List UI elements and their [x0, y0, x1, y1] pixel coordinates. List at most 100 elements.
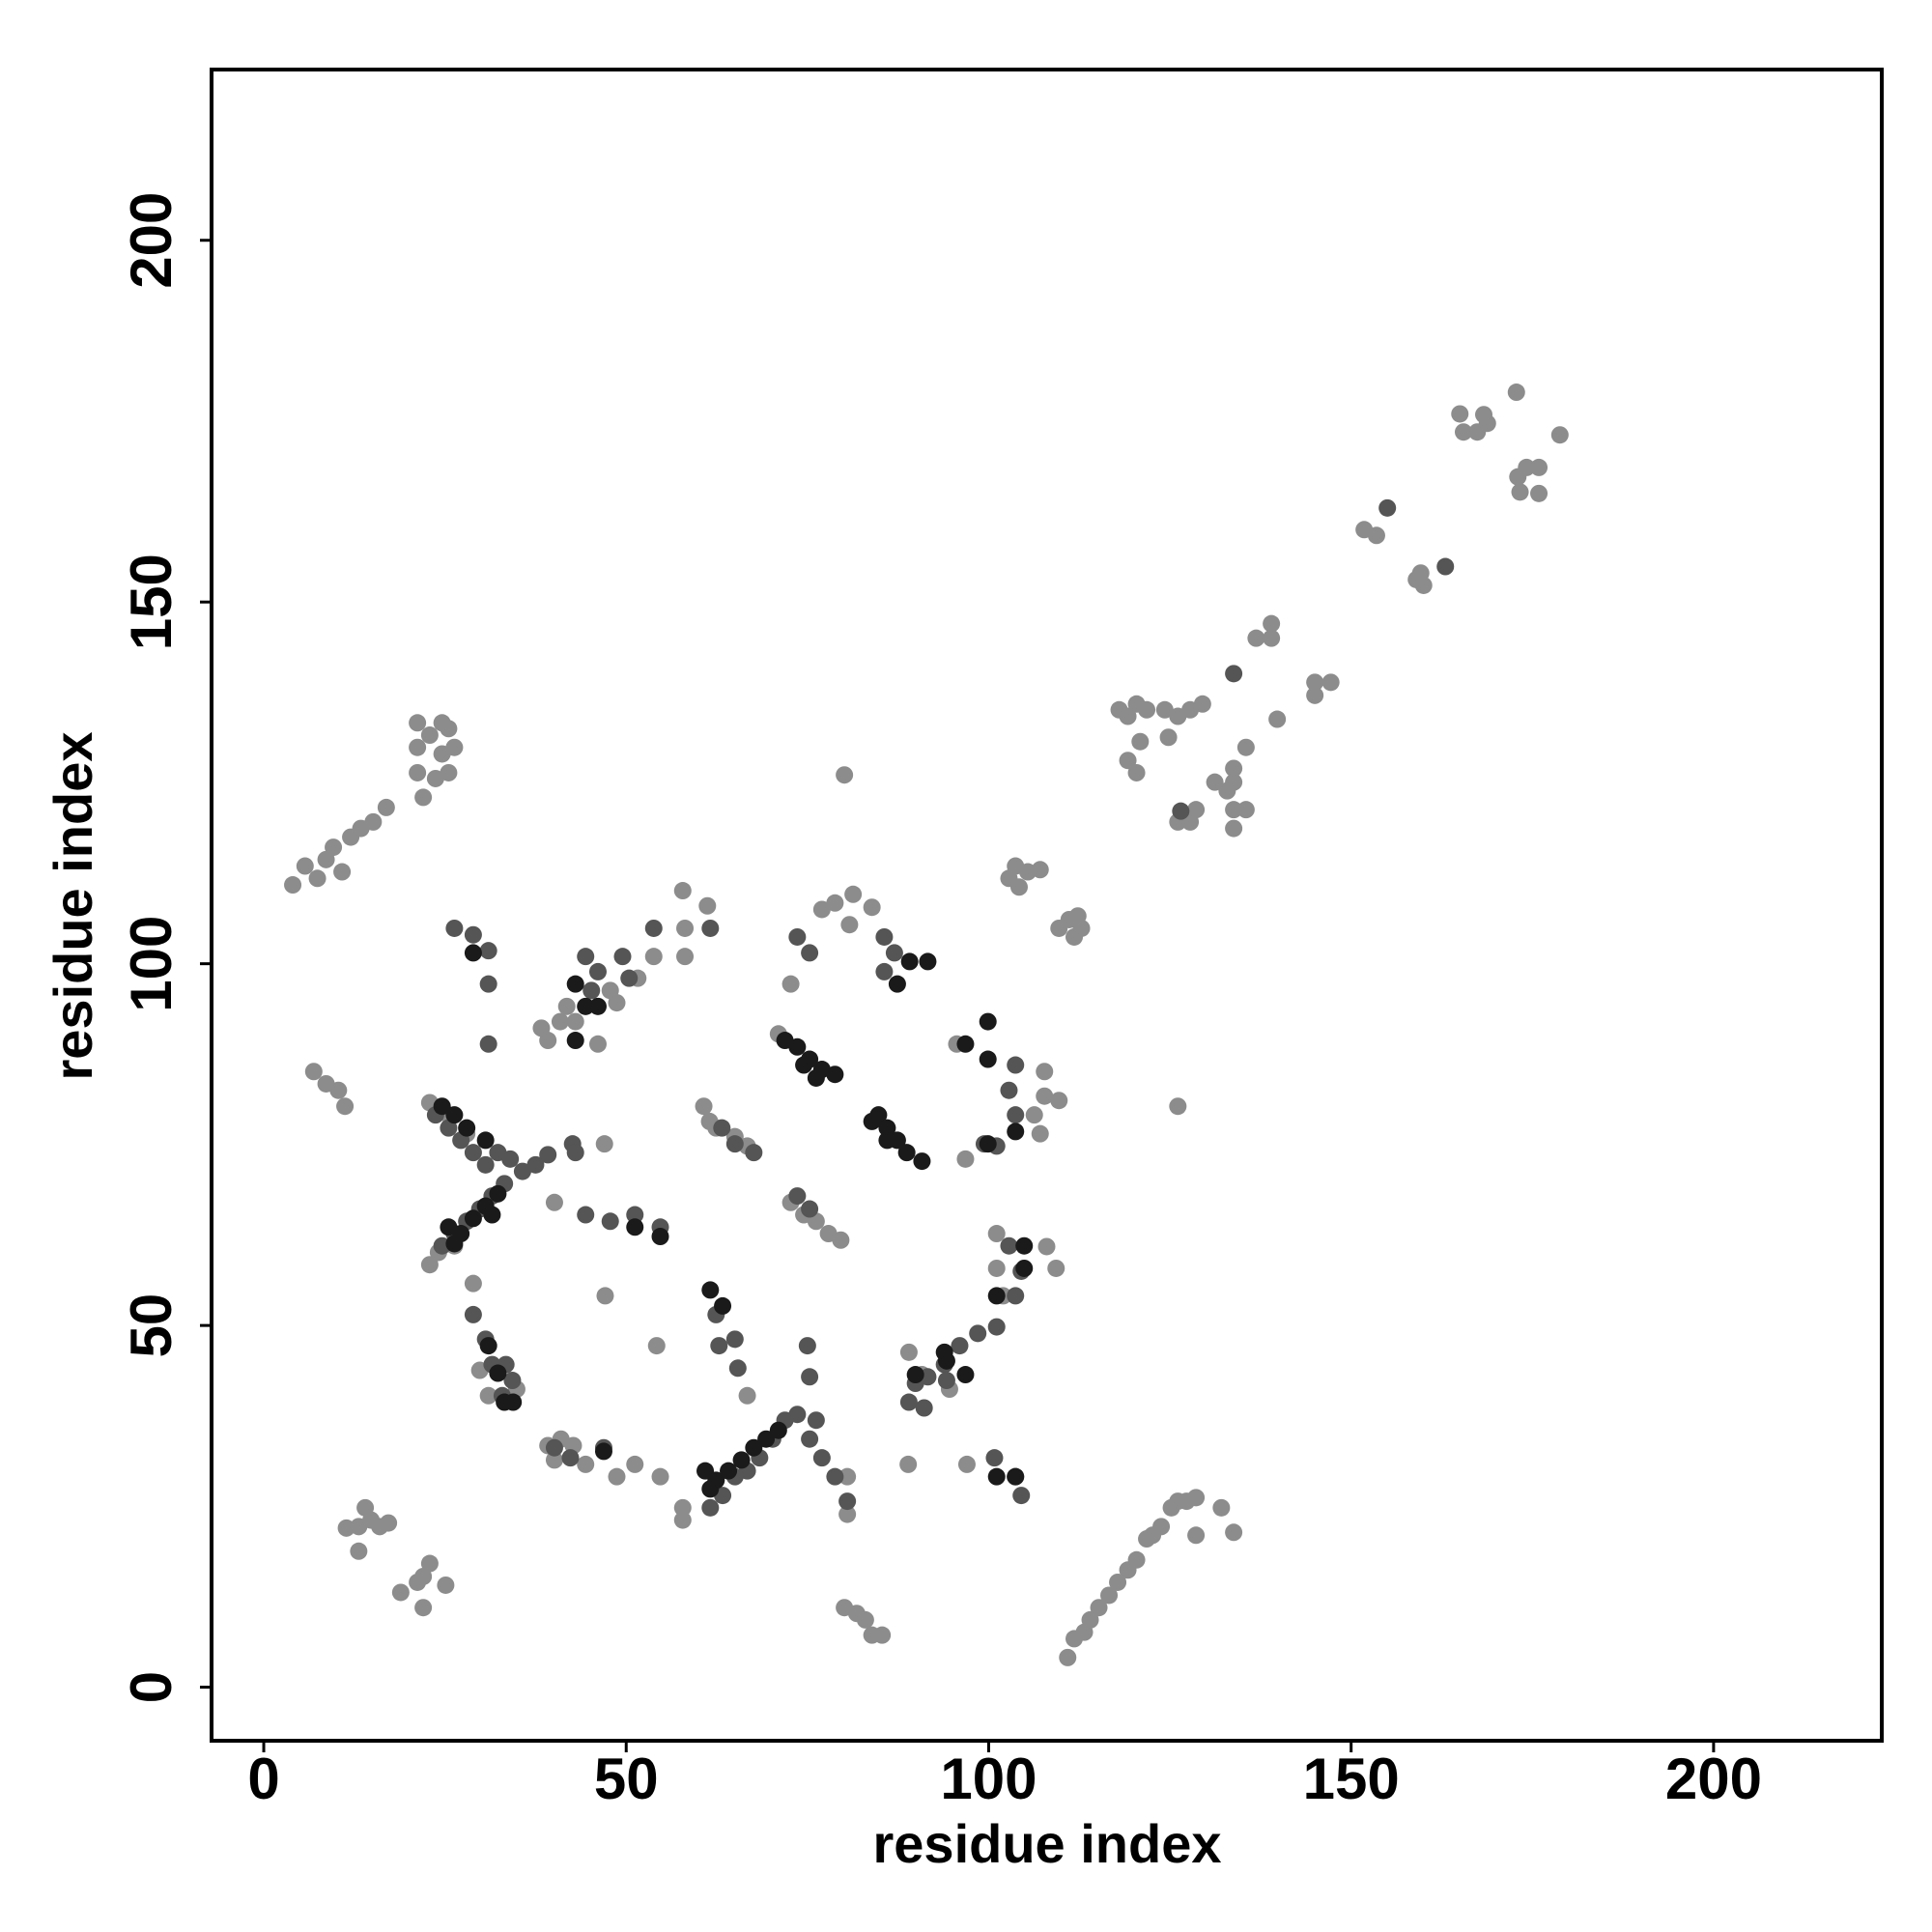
- contact-point: [738, 1386, 756, 1405]
- contact-point: [673, 1511, 692, 1529]
- contact-point: [539, 1032, 557, 1050]
- contact-point: [1378, 498, 1397, 517]
- contact-point: [539, 1146, 557, 1164]
- contact-point: [1036, 1063, 1054, 1081]
- y-tick-label: 50: [119, 1293, 184, 1358]
- contact-point: [1127, 1550, 1146, 1569]
- contact-point: [1236, 801, 1255, 819]
- contact-point: [476, 1131, 495, 1150]
- contact-point: [433, 1097, 451, 1116]
- contact-point: [1436, 557, 1455, 576]
- contact-point: [601, 1212, 619, 1231]
- contact-point: [1225, 801, 1243, 819]
- contact-point: [863, 1112, 881, 1130]
- contact-point: [915, 1399, 933, 1417]
- contact-point: [479, 975, 497, 993]
- contact-point: [856, 1610, 874, 1629]
- x-tick-label: 0: [247, 1747, 279, 1811]
- contact-point: [957, 1455, 976, 1473]
- contact-point: [1152, 1518, 1171, 1536]
- contact-point: [906, 1366, 924, 1384]
- contact-point: [1031, 1124, 1049, 1143]
- contact-point: [979, 1012, 997, 1031]
- contact-point: [1172, 802, 1190, 820]
- contact-point: [380, 1514, 398, 1532]
- contact-point: [588, 1035, 607, 1053]
- contact-point: [1511, 483, 1529, 501]
- x-axis-title: residue index: [872, 1813, 1221, 1874]
- contact-point: [545, 1438, 563, 1457]
- contact-point: [826, 1467, 844, 1486]
- contact-point: [1236, 738, 1255, 756]
- contact-point: [1109, 1573, 1127, 1591]
- contact-point: [1306, 673, 1324, 692]
- contact-point: [458, 1119, 476, 1137]
- contact-point: [464, 944, 482, 962]
- contact-point: [626, 1455, 644, 1473]
- contact-point: [1119, 707, 1137, 725]
- contact-point: [1007, 857, 1025, 875]
- contact-point: [1212, 1498, 1231, 1517]
- contact-point: [1081, 1610, 1099, 1629]
- plot-frame: [210, 68, 1884, 1743]
- contact-point: [812, 1449, 831, 1467]
- contact-point: [483, 1206, 501, 1224]
- contact-point: [596, 1287, 614, 1305]
- contact-point: [566, 1144, 584, 1162]
- contact-point: [725, 1135, 744, 1153]
- contact-point: [476, 1155, 495, 1174]
- contact-point: [832, 1231, 850, 1249]
- contact-point: [440, 763, 458, 781]
- contact-point: [801, 1200, 819, 1218]
- contact-point: [426, 769, 444, 787]
- contact-point: [1550, 426, 1569, 444]
- contact-point: [838, 1467, 857, 1486]
- contact-point: [1187, 801, 1206, 819]
- contact-point: [878, 1119, 896, 1137]
- contact-point: [420, 1256, 439, 1274]
- contact-point: [707, 1471, 725, 1490]
- contact-point: [673, 1498, 692, 1517]
- x-tick-label: 50: [594, 1747, 659, 1811]
- y-tick-label: 100: [119, 916, 184, 1012]
- contact-point: [651, 1228, 669, 1246]
- contact-point: [1138, 700, 1156, 719]
- contact-point: [304, 1063, 323, 1081]
- contact-point: [1090, 1599, 1108, 1617]
- contact-point: [464, 925, 482, 944]
- contact-point: [608, 994, 626, 1012]
- contact-point: [788, 927, 807, 946]
- contact-point: [885, 944, 903, 962]
- contact-point: [464, 1209, 482, 1228]
- contact-point: [1000, 1236, 1018, 1255]
- contact-point: [987, 1259, 1006, 1277]
- contact-point: [1530, 458, 1548, 476]
- contact-point: [284, 876, 302, 895]
- contact-point: [1187, 1489, 1206, 1507]
- contact-point: [1218, 781, 1236, 800]
- contact-point: [956, 1366, 975, 1384]
- contact-point: [1451, 405, 1469, 423]
- contact-point: [836, 766, 854, 784]
- contact-point: [987, 1287, 1006, 1305]
- contact-point: [1263, 629, 1281, 647]
- x-tick-label: 200: [1665, 1747, 1762, 1811]
- contact-point: [1530, 484, 1548, 502]
- contact-point: [956, 1035, 975, 1053]
- contact-point: [844, 885, 863, 903]
- contact-point: [937, 1351, 955, 1370]
- contact-point: [613, 948, 632, 966]
- contact-point: [325, 838, 343, 857]
- contact-point: [720, 1462, 738, 1480]
- contact-point: [545, 1451, 563, 1469]
- contact-point: [440, 1119, 458, 1137]
- contact-point: [479, 1386, 497, 1405]
- contact-point: [873, 1626, 892, 1644]
- y-tick-label: 0: [119, 1671, 184, 1703]
- contact-point: [336, 1097, 355, 1116]
- contact-point: [1193, 695, 1211, 713]
- contact-point: [1007, 1467, 1025, 1486]
- contact-point: [710, 1337, 728, 1355]
- contact-point: [501, 1150, 520, 1168]
